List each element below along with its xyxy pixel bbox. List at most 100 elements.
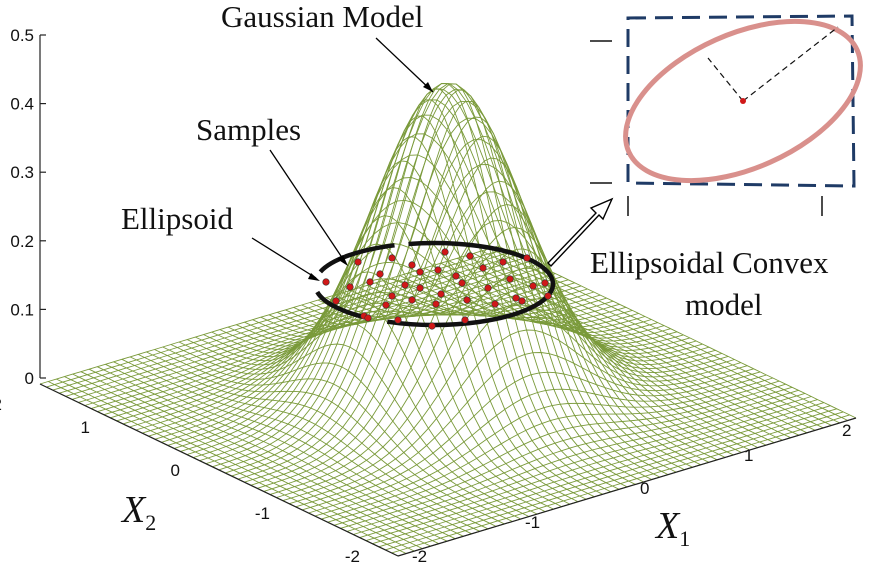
sample-point [376, 270, 384, 278]
mesh-line [383, 280, 742, 453]
mesh-line [97, 273, 556, 413]
x2-tick-label: -2 [345, 547, 360, 566]
annotation-ellipsoid: Ellipsoid [121, 201, 320, 281]
x1-axis: -2 -1 0 1 2 X1 [397, 417, 857, 566]
samples-label: Samples [196, 112, 301, 147]
sample-point [354, 258, 362, 266]
x1-tick-label: 1 [744, 446, 753, 465]
ellipse-center-point [740, 98, 746, 104]
x1-tick-label: -1 [525, 513, 540, 532]
sample-point [401, 281, 409, 289]
convex-model-label-line2: model [685, 287, 763, 322]
sample-point [434, 266, 442, 274]
mesh-line [358, 267, 718, 461]
mesh-line [391, 277, 750, 451]
gaussian-model-label: Gaussian Model [221, 0, 423, 34]
samples-arrow [269, 149, 346, 263]
mesh-line [129, 288, 588, 428]
sample-point [388, 292, 396, 300]
x2-tick-label: 1 [81, 418, 90, 437]
sample-point [479, 264, 487, 272]
mesh-line [424, 267, 783, 441]
mesh-line [365, 402, 825, 542]
z-tick-label: 0.1 [10, 300, 34, 319]
mesh-line [174, 176, 633, 449]
mesh-line [277, 83, 636, 485]
mesh-line [178, 321, 538, 515]
sample-point [458, 279, 466, 287]
mesh-line [105, 363, 464, 537]
sample-point [518, 297, 526, 305]
sample-point [394, 316, 402, 324]
annotation-samples: Samples [196, 112, 348, 266]
sample-point [388, 254, 396, 262]
sample-point [346, 283, 354, 291]
sample-point [364, 314, 372, 322]
x1-axis-label: X1 [654, 505, 690, 551]
z-tick-label: 0 [25, 369, 34, 388]
sample-point [332, 297, 340, 305]
gaussian-model-arrow [375, 37, 434, 93]
sample-point [506, 275, 514, 283]
sample-point [499, 258, 507, 266]
mesh-line [113, 361, 472, 535]
x2-axis-label: X2 [120, 489, 156, 535]
sample-point [437, 290, 445, 298]
sample-points [322, 248, 552, 330]
z-tick-label: 0.3 [10, 163, 34, 182]
convex-model-inset [590, 14, 863, 216]
convex-ellipse [623, 18, 863, 184]
sample-point [432, 300, 440, 308]
arrowhead-icon [337, 255, 348, 266]
mesh-line [64, 376, 423, 550]
gaussian-mesh-surface [39, 83, 857, 557]
sample-point [466, 252, 474, 260]
convex-model-pointer [547, 197, 614, 268]
sample-point [382, 301, 390, 309]
mesh-line [162, 346, 521, 520]
x2-tick-label: 2 [0, 395, 2, 414]
mesh-line [359, 399, 818, 539]
x2-tick-label: 0 [171, 461, 180, 480]
sample-point [529, 282, 537, 290]
mesh-line [161, 222, 620, 443]
mesh-line [465, 255, 824, 429]
x1-tick-label: -2 [412, 547, 427, 566]
mesh-line [180, 154, 639, 452]
mesh-line [440, 262, 799, 436]
mesh-line [350, 248, 710, 463]
arrowhead-icon [423, 82, 433, 92]
mesh-line [110, 279, 569, 419]
sample-point [491, 300, 499, 308]
mesh-line [416, 270, 775, 444]
x2-axis: -2 -1 0 1 2 X2 [0, 383, 399, 566]
mesh-line [497, 245, 857, 419]
mesh-line [473, 252, 832, 426]
ellipsoid-arrow [251, 237, 317, 279]
mesh-line [295, 352, 754, 508]
sample-point [512, 294, 520, 302]
sample-point [408, 261, 416, 269]
sample-point [461, 316, 469, 324]
z-tick-label: 0.5 [10, 26, 34, 45]
mesh-line [481, 250, 840, 424]
mesh-line [52, 251, 511, 391]
x1-tick-label: 0 [640, 479, 649, 498]
sample-point [523, 254, 531, 262]
z-tick-label: 0.2 [10, 232, 34, 251]
z-tick-label: 0.4 [10, 95, 34, 114]
sample-point [544, 292, 552, 300]
sample-point [428, 322, 436, 330]
mesh-line [78, 263, 537, 403]
mesh-line [142, 278, 601, 434]
sample-point [416, 284, 424, 292]
sample-point [441, 248, 449, 256]
mesh-line [59, 254, 518, 394]
mesh-line [71, 260, 531, 400]
mesh-line [65, 257, 524, 397]
mesh-line [186, 133, 646, 455]
sample-point [463, 296, 471, 304]
mesh-line [46, 248, 505, 388]
sample-point [416, 268, 424, 276]
